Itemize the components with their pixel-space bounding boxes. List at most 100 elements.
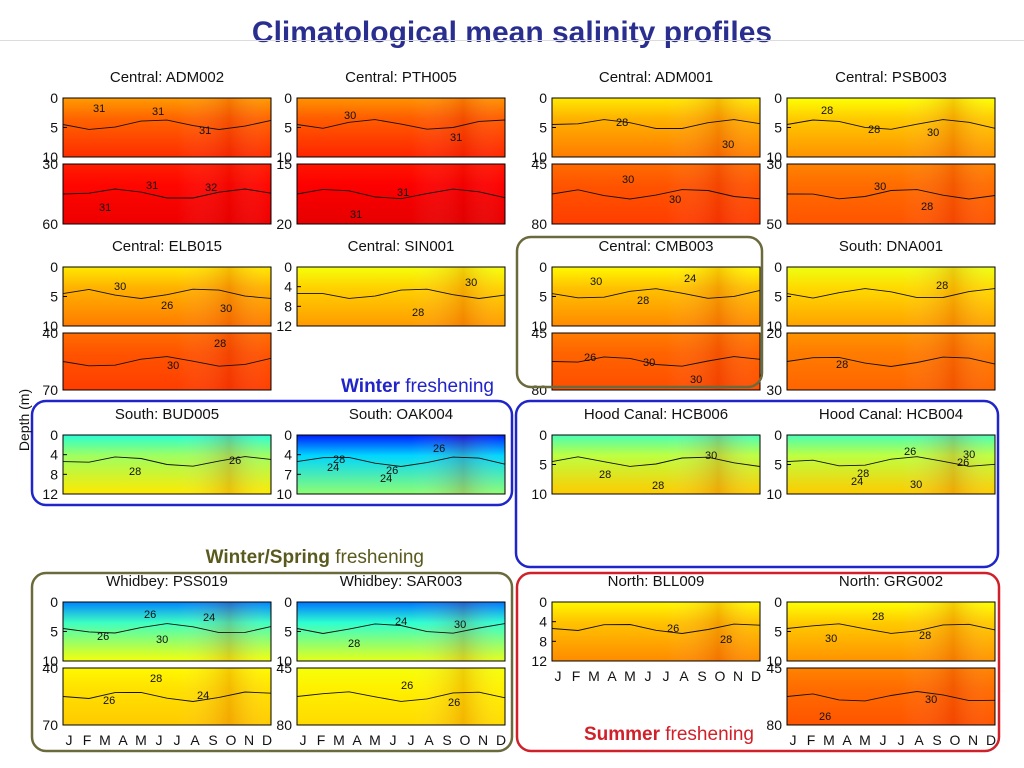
heatmap-overlay <box>552 98 760 157</box>
y-tick-label: 45 <box>766 660 782 676</box>
contour-label: 31 <box>93 103 105 115</box>
x-tick-label: O <box>460 732 471 748</box>
contour-line <box>62 356 272 367</box>
x-tick-label: J <box>898 732 905 748</box>
contour-line <box>62 623 272 634</box>
contour-label: 30 <box>643 357 655 369</box>
group-caption-rest: freshening <box>330 547 424 568</box>
y-tick-label: 30 <box>766 156 782 172</box>
x-tick-label: M <box>624 668 636 684</box>
contour-label: 30 <box>669 194 681 206</box>
panel-title: Whidbey: PSS019 <box>106 573 228 590</box>
contour-label: 24 <box>380 473 392 485</box>
heatmap-overlay <box>63 164 271 224</box>
contour-line <box>62 691 272 702</box>
heatmap-overlay <box>297 668 505 725</box>
y-tick-label: 0 <box>284 427 292 443</box>
y-tick-label: 0 <box>774 259 782 275</box>
panel-frame <box>551 601 761 662</box>
y-tick-label: 0 <box>50 259 58 275</box>
contour-label: 30 <box>925 694 937 706</box>
y-tick-label: 40 <box>42 660 58 676</box>
x-tick-label: S <box>697 668 706 684</box>
y-tick-label: 5 <box>539 289 547 305</box>
y-tick-label: 12 <box>42 486 58 502</box>
x-tick-label: N <box>478 732 488 748</box>
contour-label: 31 <box>397 187 409 199</box>
panel-title: Central: ADM002 <box>110 69 224 86</box>
contour-line <box>786 623 996 634</box>
x-tick-label: S <box>442 732 451 748</box>
winter-group-box-hood <box>514 399 1000 569</box>
y-tick-label: 10 <box>766 653 782 669</box>
contour-label: 30 <box>722 139 734 151</box>
y-tick-label: 10 <box>42 653 58 669</box>
contour-line <box>786 456 996 467</box>
y-tick-label: 0 <box>774 90 782 106</box>
panel-title: Whidbey: SAR003 <box>340 573 463 590</box>
x-tick-label: N <box>244 732 254 748</box>
panel-north-grg002: North: GRG002 <box>839 573 943 590</box>
contour-label: 28 <box>412 307 424 319</box>
y-tick-label: 10 <box>531 318 547 334</box>
panel-title: North: GRG002 <box>839 573 943 590</box>
y-tick-label: 10 <box>766 486 782 502</box>
contour-label: 28 <box>868 124 880 136</box>
contour-label: 26 <box>904 446 916 458</box>
y-tick-label: 10 <box>766 318 782 334</box>
x-tick-label: N <box>968 732 978 748</box>
y-tick-label: 5 <box>284 624 292 640</box>
x-tick-label: N <box>733 668 743 684</box>
contour-line <box>551 189 761 200</box>
panel-whidbey-pss019: Whidbey: PSS019 <box>106 573 228 590</box>
y-tick-label: 0 <box>284 90 292 106</box>
y-tick-label: 5 <box>774 624 782 640</box>
heatmap-overlay <box>552 602 760 661</box>
group-caption: Winter freshening <box>341 376 494 397</box>
heatmap-overlay <box>787 602 995 661</box>
contour-label: 26 <box>103 695 115 707</box>
x-tick-label: S <box>932 732 941 748</box>
x-tick-label: F <box>807 732 816 748</box>
x-tick-label: J <box>645 668 652 684</box>
x-tick-label: D <box>496 732 506 748</box>
contour-line <box>62 456 272 467</box>
contour-label: 30 <box>825 633 837 645</box>
x-tick-label: J <box>390 732 397 748</box>
contour-line <box>551 456 761 467</box>
cmb003-highlight-box <box>515 235 764 389</box>
contour-label: 24 <box>203 612 215 624</box>
panel-central-psb003: Central: PSB003 <box>835 69 947 86</box>
x-tick-label: M <box>369 732 381 748</box>
title-divider <box>0 40 1024 41</box>
contour-label: 31 <box>450 132 462 144</box>
y-tick-label: 20 <box>766 325 782 341</box>
group-caption: Winter/Spring freshening <box>206 547 424 568</box>
heatmap-overlay <box>552 267 760 326</box>
contour-line <box>296 623 506 634</box>
contour-label: 28 <box>599 469 611 481</box>
contour-label: 30 <box>874 181 886 193</box>
contour-label: 26 <box>957 457 969 469</box>
y-tick-label: 5 <box>50 624 58 640</box>
y-tick-label: 15 <box>276 156 292 172</box>
heatmap-overlay <box>297 435 505 494</box>
panel-title: Central: ADM001 <box>599 69 713 86</box>
x-tick-label: J <box>880 732 887 748</box>
y-tick-label: 5 <box>774 457 782 473</box>
panel-frame <box>296 266 506 327</box>
panel-title: North: BLL009 <box>608 573 705 590</box>
group-caption-bold: Summer <box>584 724 661 745</box>
y-tick-label: 8 <box>539 633 547 649</box>
heatmap-overlay <box>297 164 505 224</box>
contour-line <box>786 288 996 299</box>
contour-label: 28 <box>652 480 664 492</box>
y-tick-label: 70 <box>42 382 58 398</box>
y-tick-label: 60 <box>42 216 58 232</box>
y-tick-label: 80 <box>276 717 292 733</box>
x-tick-label: J <box>555 668 562 684</box>
contour-label: 24 <box>327 462 339 474</box>
group-caption-bold: Winter/Spring <box>206 547 330 568</box>
y-tick-label: 10 <box>766 149 782 165</box>
heatmap-overlay <box>787 164 995 224</box>
